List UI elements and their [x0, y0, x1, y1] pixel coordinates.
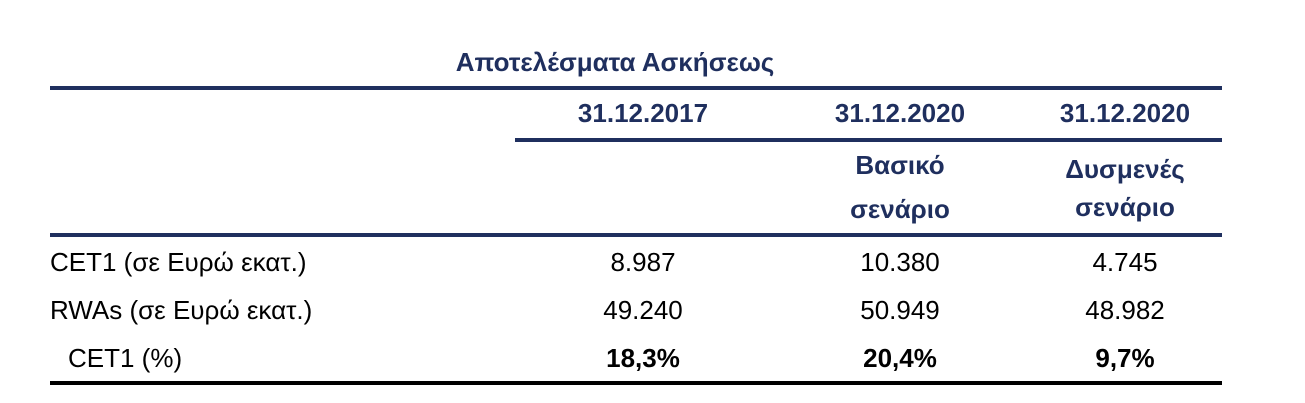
cell: 8.987 [610, 247, 676, 277]
col-header: 31.12.2017 [577, 98, 709, 128]
cell: 9,7% [1095, 343, 1155, 373]
row-label: CET1 (%) [68, 343, 183, 373]
col-subheader: σενάριο [1075, 192, 1175, 222]
cell: 49.240 [603, 295, 683, 325]
col-subheader: σενάριο [850, 194, 950, 224]
table-title: Αποτελέσματα Ασκήσεως [455, 47, 775, 77]
col-header: 31.12.2020 [1059, 98, 1191, 128]
col-subheader: Δυσμενές [1065, 154, 1185, 184]
col-subheader: Βασικό [855, 150, 945, 180]
row-label: RWAs (σε Ευρώ εκατ.) [50, 295, 313, 325]
cell: 4.745 [1092, 247, 1158, 277]
col-header: 31.12.2020 [834, 98, 966, 128]
cell: 10.380 [860, 247, 940, 277]
cell: 48.982 [1085, 295, 1165, 325]
cell: 20,4% [863, 343, 937, 373]
rule [50, 381, 1222, 385]
rule [50, 86, 1222, 90]
cell: 18,3% [606, 343, 680, 373]
row-label: CET1 (σε Ευρώ εκατ.) [50, 247, 307, 277]
rule [50, 233, 1222, 237]
rule [515, 138, 1222, 142]
cell: 50.949 [860, 295, 940, 325]
